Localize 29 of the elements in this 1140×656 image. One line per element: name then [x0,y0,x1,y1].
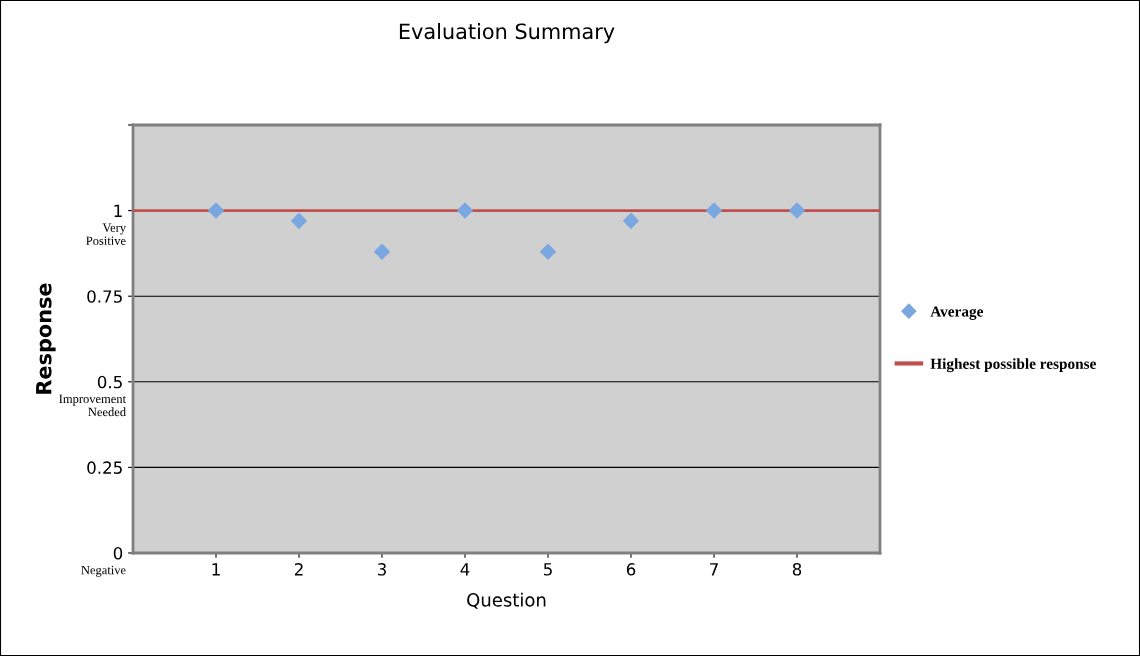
legend-label: Highest possible response [930,358,1096,373]
chart-title: Evaluation Summary [399,23,615,44]
y-tick-label: 0.75 [87,290,122,303]
x-tick-label: 5 [543,563,552,576]
x-tick-label: 1 [212,563,220,576]
x-tick-label: 2 [294,563,303,576]
text: Negative [81,565,126,577]
point [540,243,556,260]
y-axis-title: Response [36,283,56,394]
text: Improvement Needed [59,394,126,417]
x-tick-label: 7 [710,563,718,576]
point [706,202,722,219]
point [374,243,390,260]
point [623,212,639,229]
x-axis-title: Question [467,592,546,609]
y-tick-label: 0 [113,546,123,560]
y-tick-label: 0.25 [87,461,122,474]
x-tick-label: 8 [792,563,802,576]
point [208,202,224,219]
legend-label: Average [930,306,984,320]
x-tick-label: 4 [460,563,470,576]
x-tick-label: 3 [377,563,386,576]
text: Very Positive [86,223,127,245]
point [457,202,473,219]
point [789,202,805,219]
point [291,212,307,229]
y-tick-label: 0.5 [97,375,122,389]
y-tick-label: 1 [114,204,122,217]
x-tick-label: 6 [626,563,636,576]
